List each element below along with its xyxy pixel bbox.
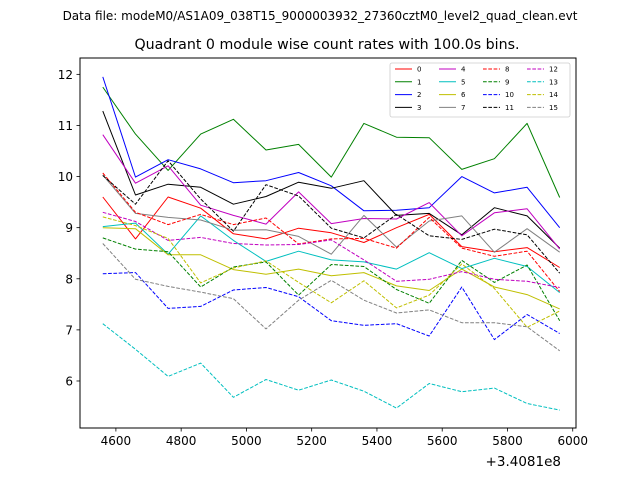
legend-label-9: 9	[505, 78, 509, 86]
legend-frame	[389, 62, 571, 118]
y-tick-label: 6	[65, 374, 73, 388]
legend-label-14: 14	[549, 91, 558, 99]
legend-label-2: 2	[417, 91, 421, 99]
x-tick-label: 5800	[492, 434, 523, 448]
series-line-7	[102, 174, 560, 255]
y-tick-label: 12	[58, 68, 73, 82]
series-line-14	[102, 216, 560, 328]
chart-title: Quadrant 0 module wise count rates with …	[134, 37, 519, 53]
series-line-10	[102, 272, 560, 341]
legend-label-12: 12	[549, 66, 558, 74]
series-line-2	[102, 76, 561, 229]
series-line-12	[102, 211, 560, 288]
series-line-5	[102, 215, 561, 293]
legend-label-5: 5	[461, 78, 465, 86]
legend-label-8: 8	[505, 66, 509, 74]
series-line-9	[102, 237, 561, 321]
legend-label-6: 6	[461, 91, 466, 99]
legend-label-7: 7	[461, 104, 465, 112]
legend-label-1: 1	[417, 78, 421, 86]
x-tick-label: 5200	[296, 434, 327, 448]
legend-label-13: 13	[549, 78, 558, 86]
x-offset-label: +3.4081e8	[486, 454, 561, 470]
y-tick-label: 8	[65, 272, 73, 286]
y-tick-label: 9	[65, 221, 73, 235]
series-line-13	[102, 323, 560, 411]
x-tick-label: 6000	[557, 434, 588, 448]
series-line-3	[102, 110, 561, 249]
series-line-8	[102, 172, 561, 292]
series-line-15	[102, 243, 560, 352]
legend-label-3: 3	[417, 104, 421, 112]
y-tick-label: 10	[58, 170, 73, 184]
legend-label-4: 4	[461, 66, 466, 74]
x-axis-ticks: 4600 4800 5000 5200 5400 5600 5800 6000	[101, 428, 588, 448]
series-line-4	[102, 134, 561, 250]
y-tick-label: 11	[58, 119, 73, 133]
series-line-11	[102, 160, 561, 274]
series-layer	[102, 76, 561, 411]
x-tick-label: 4800	[166, 434, 197, 448]
figure-suptitle: Data file: modeM0/AS1A09_038T15_90000039…	[63, 9, 578, 23]
series-line-1	[102, 86, 561, 198]
x-tick-label: 5600	[427, 434, 458, 448]
y-axis-ticks: 6 7 8 9 10 11 12	[58, 68, 80, 388]
legend-label-11: 11	[505, 104, 514, 112]
series-line-6	[102, 227, 560, 310]
x-tick-label: 5000	[231, 434, 262, 448]
legend-label-15: 15	[549, 104, 558, 112]
axes-frame	[79, 57, 577, 429]
y-tick-label: 7	[65, 323, 73, 337]
x-tick-label: 4600	[101, 434, 132, 448]
series-line-0	[102, 196, 560, 268]
legend-label-0: 0	[417, 66, 421, 74]
x-tick-label: 5400	[362, 434, 393, 448]
legend-label-10: 10	[505, 91, 514, 99]
